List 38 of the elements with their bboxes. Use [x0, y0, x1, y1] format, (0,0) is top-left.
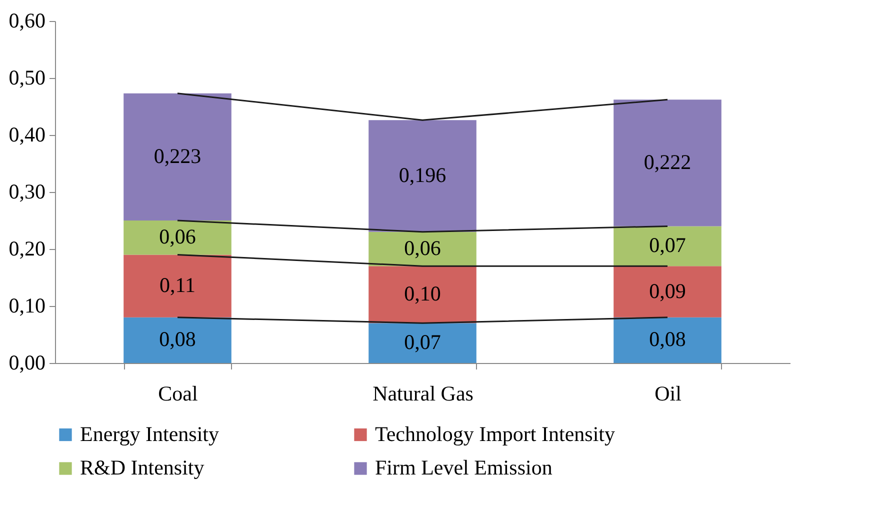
y-tick-label: 0,60: [8, 8, 46, 32]
data-label: 0,196: [398, 163, 446, 188]
legend-label: R&D Intensity: [80, 456, 205, 480]
bar: [368, 232, 476, 266]
data-label: 0,06: [404, 236, 441, 260]
bar: [124, 317, 232, 363]
data-label: 0,223: [154, 144, 202, 168]
bar: [614, 100, 722, 226]
x-tick-label: Oil: [654, 382, 682, 406]
y-tick-label: 0,10: [8, 294, 46, 318]
bar: [368, 120, 476, 232]
bar: [614, 317, 722, 363]
legend-label: Firm Level Emission: [375, 456, 553, 480]
y-tick-label: 0,30: [8, 180, 46, 204]
data-label: 0,11: [160, 273, 196, 298]
data-label: 0,07: [649, 233, 686, 258]
data-label: 0,07: [404, 330, 441, 354]
bar: [614, 266, 722, 318]
bar: [124, 93, 232, 220]
x-tick-label: Coal: [158, 382, 198, 406]
data-label: 0,10: [404, 282, 441, 306]
data-label: 0,222: [644, 150, 692, 174]
data-label: 0,09: [649, 278, 686, 303]
bar: [124, 220, 232, 255]
y-tick-label: 0,20: [8, 236, 46, 260]
y-tick-label: 0,50: [8, 66, 46, 90]
bar: [368, 323, 476, 363]
y-tick-label: 0,00: [8, 350, 46, 374]
bar: [368, 266, 476, 324]
legend-label: Energy Intensity: [80, 422, 220, 446]
x-tick-label: Natural Gas: [372, 382, 474, 406]
data-label: 0,06: [159, 224, 196, 249]
legend-label: Technology Import Intensity: [375, 422, 616, 446]
data-label: 0,08: [159, 327, 196, 352]
data-label: 0,08: [649, 327, 686, 352]
bar: [124, 254, 232, 318]
bar: [614, 226, 722, 266]
y-tick-label: 0,40: [8, 122, 46, 146]
